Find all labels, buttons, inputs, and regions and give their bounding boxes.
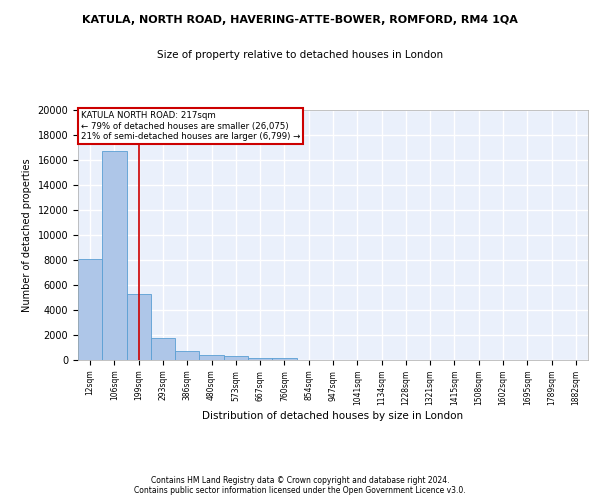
Bar — [224, 356, 248, 360]
Bar — [127, 294, 151, 360]
Text: Size of property relative to detached houses in London: Size of property relative to detached ho… — [157, 50, 443, 60]
Bar — [175, 351, 199, 360]
Text: KATULA, NORTH ROAD, HAVERING-ATTE-BOWER, ROMFORD, RM4 1QA: KATULA, NORTH ROAD, HAVERING-ATTE-BOWER,… — [82, 15, 518, 25]
Y-axis label: Number of detached properties: Number of detached properties — [22, 158, 32, 312]
X-axis label: Distribution of detached houses by size in London: Distribution of detached houses by size … — [202, 411, 464, 421]
Text: KATULA NORTH ROAD: 217sqm
← 79% of detached houses are smaller (26,075)
21% of s: KATULA NORTH ROAD: 217sqm ← 79% of detac… — [80, 112, 300, 141]
Bar — [102, 151, 127, 360]
Bar — [248, 358, 272, 360]
Text: Contains HM Land Registry data © Crown copyright and database right 2024.
Contai: Contains HM Land Registry data © Crown c… — [134, 476, 466, 495]
Bar — [151, 338, 175, 360]
Bar — [199, 355, 224, 360]
Bar — [272, 358, 296, 360]
Bar — [78, 259, 102, 360]
